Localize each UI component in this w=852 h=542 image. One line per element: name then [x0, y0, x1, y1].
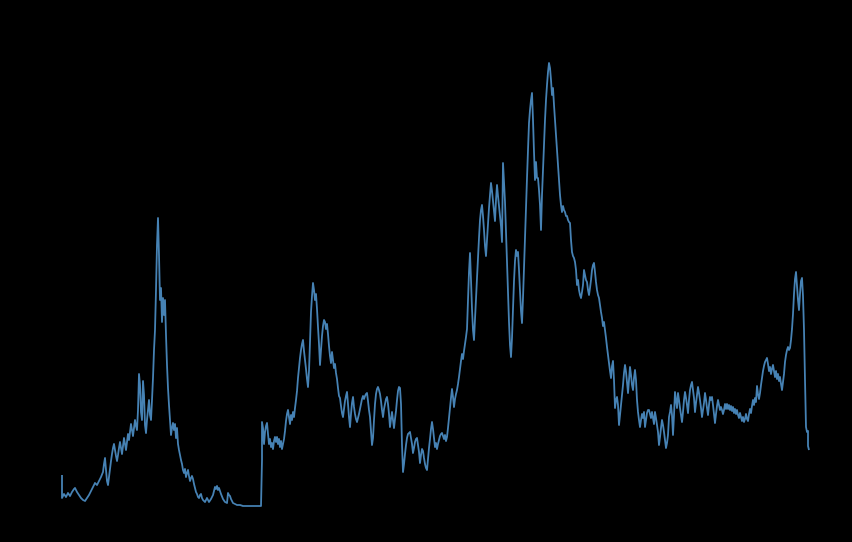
data-series-line: [61, 62, 810, 507]
